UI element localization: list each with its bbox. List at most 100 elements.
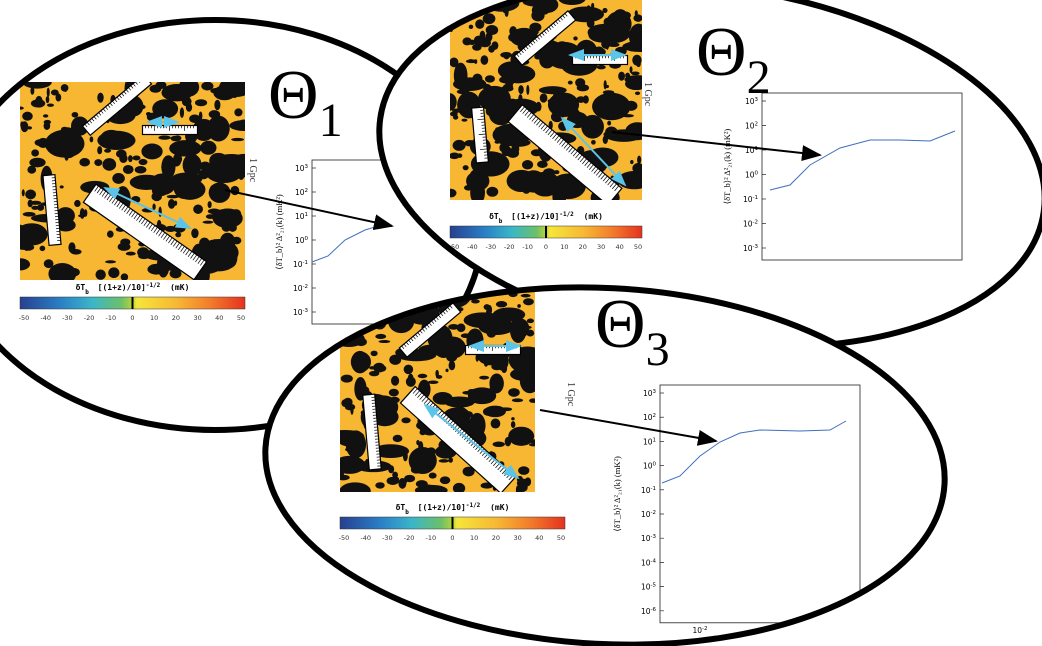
parameter-symbol: Θ <box>268 57 319 134</box>
ionized-region <box>496 301 507 307</box>
ionized-region <box>403 451 408 461</box>
ionized-region <box>448 457 453 462</box>
ionized-region <box>518 466 529 475</box>
ionized-region <box>608 151 615 157</box>
tick-exp: 0 <box>653 462 657 468</box>
colorbar-tick-label: 10 <box>470 534 478 542</box>
ionized-region <box>526 330 534 337</box>
ionized-region <box>480 0 487 6</box>
ionized-region <box>570 109 580 118</box>
parameter-index: 1 <box>319 94 343 147</box>
ionized-region <box>491 363 502 370</box>
tick-base: 10 <box>295 212 305 221</box>
ionized-region <box>620 12 631 20</box>
tick-base: 10 <box>643 462 653 471</box>
ionized-region <box>469 25 474 29</box>
ionized-region <box>66 269 70 274</box>
ionized-region <box>511 417 514 420</box>
ionized-region <box>486 328 496 338</box>
ionized-region <box>573 36 578 40</box>
ruler-body <box>573 56 628 65</box>
ionized-region <box>556 41 569 51</box>
ionized-region <box>175 232 181 237</box>
ionized-region <box>622 114 634 117</box>
ionized-region <box>179 179 188 188</box>
ionized-region <box>414 468 422 473</box>
colorbar-tick-label: -50 <box>339 534 350 542</box>
ionized-region <box>474 394 477 399</box>
colorbar-tick-label: -20 <box>404 534 415 542</box>
ionized-region <box>118 133 122 139</box>
ionized-region <box>486 106 498 117</box>
ionized-region <box>47 87 50 97</box>
ionized-region <box>345 447 354 451</box>
ionized-region <box>72 112 79 118</box>
ionized-region <box>121 273 128 280</box>
colorbar-tick-label: 20 <box>579 243 587 251</box>
ionized-region <box>174 135 181 140</box>
ionized-region <box>390 397 400 403</box>
ionized-region <box>587 18 595 28</box>
tick-exp: -1 <box>303 260 308 266</box>
ionized-region <box>515 175 522 179</box>
ionized-region <box>232 237 242 245</box>
ionized-region <box>622 31 633 38</box>
ionized-region <box>469 40 476 45</box>
ionized-region <box>462 119 468 122</box>
ionized-region <box>527 319 534 324</box>
ionized-region <box>84 209 88 217</box>
sky-map <box>10 75 259 288</box>
ionized-region <box>635 10 638 16</box>
ionized-region <box>450 57 459 67</box>
ionized-region <box>449 153 460 160</box>
ionized-region <box>206 214 215 219</box>
ionized-region <box>30 87 34 95</box>
ionized-region <box>31 206 38 210</box>
tick-exp: -2 <box>303 284 308 290</box>
ionized-region <box>495 128 500 137</box>
parameter-index: 2 <box>747 51 771 104</box>
colorbar-tick-label: 40 <box>215 314 223 322</box>
ionized-region <box>606 42 609 50</box>
ionized-region <box>219 241 225 249</box>
ionized-region <box>501 86 513 92</box>
ionized-region <box>486 25 499 35</box>
ionized-region <box>609 94 625 114</box>
ionized-region <box>499 144 505 152</box>
colorbar-tick-label: -10 <box>522 243 533 251</box>
ionized-region <box>563 64 573 68</box>
ionized-region <box>551 111 563 122</box>
ionized-region <box>503 133 514 137</box>
ionized-region <box>637 156 641 164</box>
ionized-region <box>516 67 528 76</box>
ionized-region <box>433 392 453 405</box>
ionized-region <box>341 375 353 383</box>
tick-exp: 2 <box>653 413 657 419</box>
ionized-region <box>108 267 119 278</box>
ionized-region <box>21 121 29 132</box>
ionized-region <box>214 100 220 110</box>
ionized-region <box>491 0 495 1</box>
ionized-region <box>543 168 555 177</box>
ionized-region <box>499 407 512 411</box>
ionized-region <box>601 151 604 155</box>
ionized-region <box>148 269 154 272</box>
ionized-region <box>523 189 530 193</box>
colorbar-tick-label: 0 <box>544 243 548 251</box>
tick-exp: -3 <box>753 244 759 250</box>
ionized-region <box>61 127 68 133</box>
colorbar-tick-label: -40 <box>360 534 371 542</box>
ionized-region <box>499 76 511 83</box>
tick-exp: -3 <box>651 534 657 540</box>
ionized-region <box>464 140 475 146</box>
ionized-region <box>161 164 169 170</box>
ionized-region <box>597 65 606 69</box>
ionized-region <box>435 370 439 377</box>
ionized-region <box>440 476 451 484</box>
ionized-region <box>63 85 68 92</box>
ionized-region <box>476 79 484 83</box>
ionized-region <box>554 54 559 64</box>
ionized-region <box>591 140 596 145</box>
ionized-region <box>391 376 399 386</box>
ionized-region <box>214 89 220 96</box>
